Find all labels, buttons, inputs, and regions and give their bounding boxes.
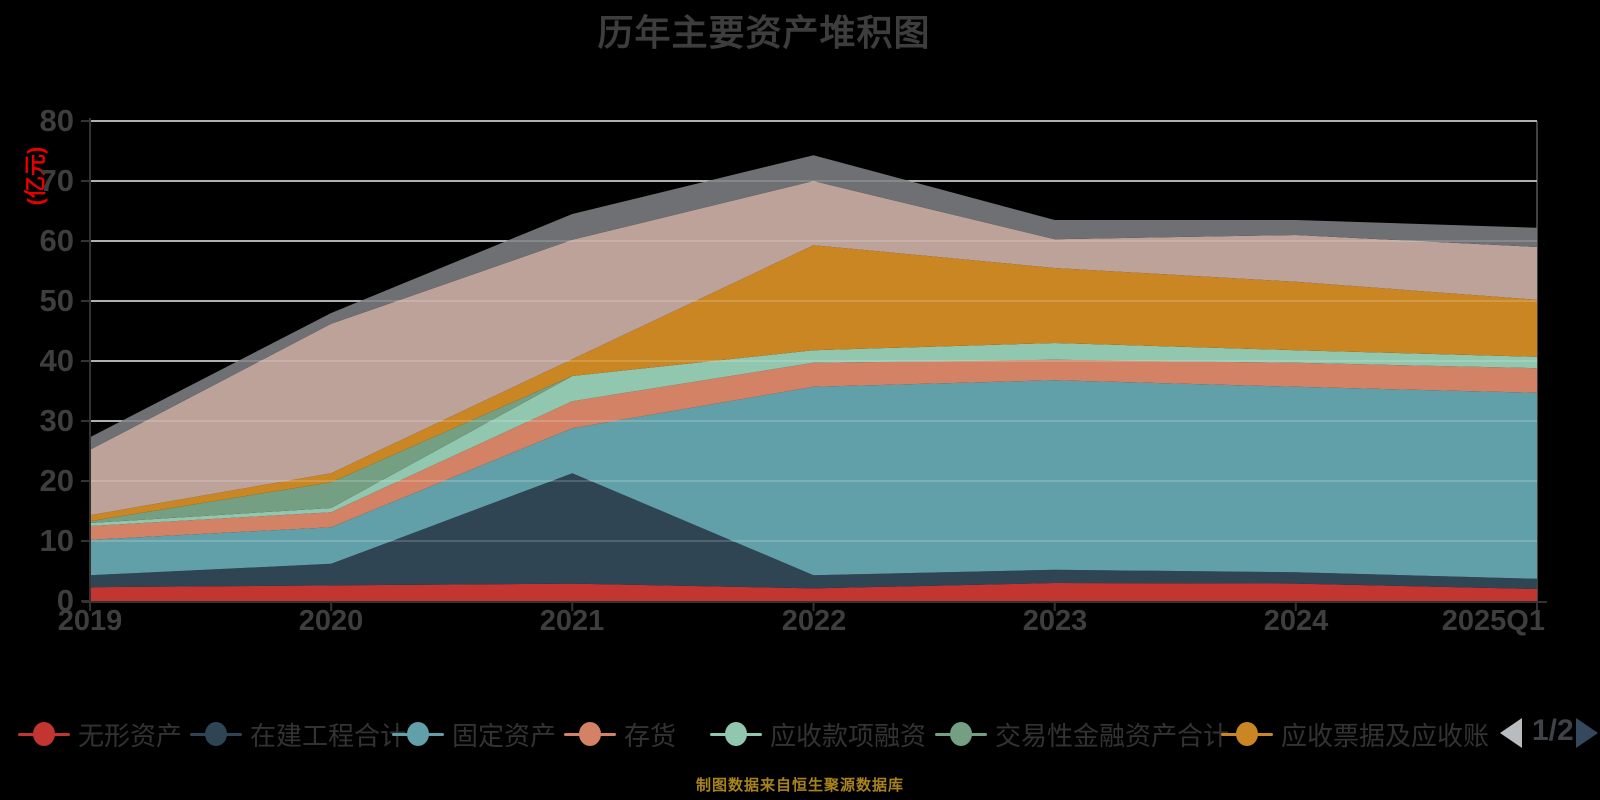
x-tick-label: 2022	[781, 605, 847, 637]
legend-item-fixed-assets[interactable]: 固定资产	[392, 712, 556, 756]
x-tick-label: 2021	[539, 605, 605, 637]
legend-item-label: 固定资产	[452, 720, 557, 751]
x-tick-label: 2023	[1022, 605, 1088, 637]
legend-item-trading-financial-assets[interactable]: 交易性金融资产合计	[935, 712, 1229, 756]
x-tick-label: 2024	[1263, 605, 1329, 637]
legend-item-label: 应收票据及应收账	[1281, 720, 1490, 751]
legend-page-indicator: 1/2	[1532, 714, 1574, 747]
x-tick-label: 2020	[298, 605, 364, 637]
legend-item-label: 应收款项融资	[770, 720, 927, 751]
legend-item-label: 交易性金融资产合计	[995, 720, 1230, 751]
legend-item-label: 存货	[624, 720, 677, 751]
line-dot-marker-icon	[190, 721, 242, 747]
legend-item-inventory[interactable]: 存货	[564, 712, 676, 756]
x-tick-label: 2025Q1	[1441, 605, 1545, 637]
line-dot-marker-icon	[935, 721, 987, 747]
y-tick-label: 50	[39, 283, 74, 318]
legend-item-label: 无形资产	[78, 720, 183, 751]
line-dot-marker-icon	[392, 721, 444, 747]
line-dot-marker-icon	[564, 721, 616, 747]
stacked-area-plot	[81, 118, 1547, 611]
y-tick-label: 0	[56, 583, 74, 618]
legend-item-intangible-assets[interactable]: 无形资产	[18, 712, 182, 756]
line-dot-marker-icon	[18, 721, 70, 747]
y-tick-label: 30	[39, 403, 74, 438]
line-dot-marker-icon	[1221, 721, 1273, 747]
y-tick-label: 40	[39, 343, 74, 378]
legend-prev-page-icon[interactable]	[1500, 718, 1522, 748]
y-tick-label: 80	[39, 103, 74, 138]
line-dot-marker-icon	[710, 721, 762, 747]
y-tick-label: 60	[39, 223, 74, 258]
y-tick-label: 20	[39, 463, 74, 498]
legend-item-label: 在建工程合计	[250, 720, 407, 751]
y-tick-label: 10	[39, 523, 74, 558]
x-tick-label: 2019	[57, 605, 123, 637]
data-source-note: 制图数据来自恒生聚源数据库	[695, 777, 904, 794]
legend-item-construction-in-progress[interactable]: 在建工程合计	[190, 712, 406, 756]
legend-item-receivables-financing[interactable]: 应收款项融资	[710, 712, 926, 756]
chart-title: 历年主要资产堆积图	[597, 12, 931, 53]
legend-item-notes-accounts-receivable[interactable]: 应收票据及应收账	[1221, 712, 1489, 756]
legend-next-page-icon[interactable]	[1576, 718, 1598, 748]
y-tick-label: 70	[39, 163, 74, 198]
